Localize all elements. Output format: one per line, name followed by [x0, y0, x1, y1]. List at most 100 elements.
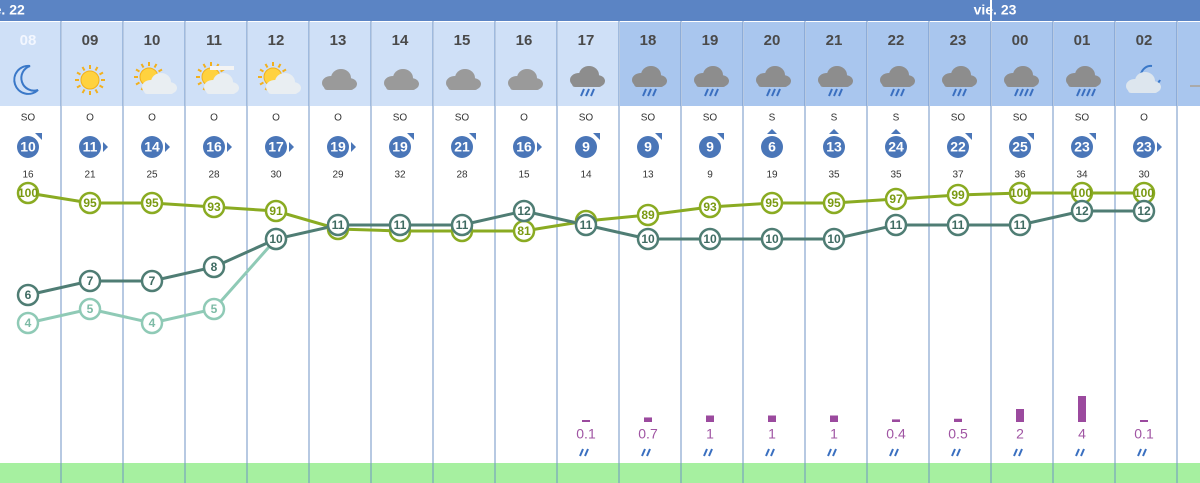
weather-icon [942, 66, 977, 97]
wind-speed: 13 [826, 139, 842, 155]
gust: 29 [332, 170, 344, 181]
temperature-point [450, 213, 474, 237]
icon-part [647, 88, 652, 97]
wind-speed: 23 [1074, 139, 1090, 155]
icon-part [1018, 448, 1023, 457]
wind-arrow [35, 133, 42, 140]
feels_like-label: 4 [25, 316, 32, 330]
icon-part [1014, 88, 1019, 97]
hour-label: 10 [144, 32, 161, 49]
rain-icon [579, 448, 589, 457]
icon-part [277, 63, 282, 68]
weather-icon [446, 69, 481, 90]
wind-speed: 23 [1136, 139, 1152, 155]
wind-speed: 17 [268, 139, 284, 155]
wind-arrow [103, 142, 108, 152]
gust: 30 [270, 170, 282, 181]
hour-header-bg [0, 22, 61, 106]
icon-part [1024, 88, 1029, 97]
icon-part [952, 88, 957, 97]
feels_like-label: 5 [87, 302, 94, 316]
humidity-point [760, 191, 784, 215]
gust: 9 [707, 170, 713, 181]
icon-part [714, 88, 719, 97]
wind-circle [699, 136, 721, 158]
wind-speed: 6 [768, 139, 776, 155]
gust: 36 [1014, 170, 1026, 181]
hour-header-bg [434, 22, 495, 106]
icon-part [13, 64, 39, 95]
weather-icon [75, 65, 105, 95]
icon-part [386, 83, 416, 90]
feels_like-point [78, 297, 102, 321]
temperature-point [574, 213, 598, 237]
wind-circle [1071, 136, 1093, 158]
temperature-point [388, 213, 412, 237]
bottom-band [0, 463, 1200, 483]
icon-part [1137, 448, 1142, 457]
wind-direction: SO [641, 113, 656, 124]
weather-icon [632, 66, 667, 97]
humidity-point [698, 195, 722, 219]
wind-speed: 10 [20, 139, 36, 155]
icon-part [94, 66, 99, 71]
humidity-point [822, 191, 846, 215]
icon-part [76, 71, 81, 76]
icon-part [99, 71, 104, 76]
wind-arrow [351, 142, 356, 152]
icon-part [1128, 86, 1158, 93]
icon-part [900, 88, 905, 97]
icon-part [1006, 80, 1036, 87]
icon-part [99, 84, 104, 89]
humidity-point [946, 183, 970, 207]
temperature-point [946, 213, 970, 237]
icon-part [765, 448, 770, 457]
icon-part [832, 448, 837, 457]
icon-part [703, 448, 708, 457]
icon-part [833, 88, 838, 97]
gust: 19 [766, 170, 778, 181]
icon-part [1086, 88, 1091, 97]
humidity-label: 95 [145, 196, 159, 210]
temperature-label: 11 [456, 218, 469, 232]
icon-part [771, 88, 776, 97]
temperature-point [140, 269, 164, 293]
wind-arrow [407, 133, 414, 140]
wind-direction: S [893, 113, 900, 124]
hour-header-bg [310, 22, 371, 106]
weather-icon [196, 62, 239, 94]
gust: 34 [1076, 170, 1088, 181]
gust: 28 [208, 170, 220, 181]
icon-part [1080, 448, 1085, 457]
hour-label: 01 [1074, 32, 1091, 49]
icon-part [704, 88, 709, 97]
icon-part [766, 88, 771, 97]
icon-part [210, 66, 234, 70]
hour-label: 13 [330, 32, 347, 49]
weather-icon [756, 66, 791, 97]
feels_like-point [202, 297, 226, 321]
precip-bar [1078, 396, 1086, 422]
icon-part [572, 80, 602, 87]
hour-label: 00 [1012, 32, 1029, 49]
temperature-point [16, 283, 40, 307]
wind-direction: O [148, 113, 156, 124]
hour-header-bg [62, 22, 123, 106]
gust: 14 [580, 170, 592, 181]
humidity-label: 100 [1134, 186, 1154, 200]
precip-bar [644, 417, 652, 422]
humidity-label: 95 [765, 196, 779, 210]
gust: 30 [1138, 170, 1150, 181]
icon-part [770, 448, 775, 457]
wind-speed: 25 [1012, 139, 1028, 155]
temperature-point [1132, 199, 1156, 223]
rain-icon [1013, 448, 1023, 457]
hour-label: 09 [82, 32, 99, 49]
rain-icon [889, 448, 899, 457]
icon-part [76, 84, 81, 89]
humidity-point [16, 181, 40, 205]
temperature-point [264, 227, 288, 251]
temperature-label: 7 [87, 274, 94, 288]
wind-circle [265, 136, 287, 158]
wind-direction: SO [455, 113, 470, 124]
